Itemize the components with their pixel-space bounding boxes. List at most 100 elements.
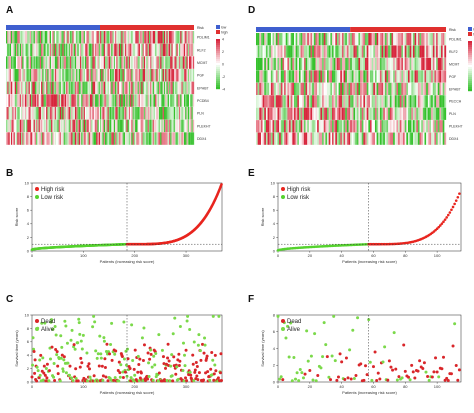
heatmap-cell <box>79 69 82 82</box>
heatmap-cell <box>123 119 126 133</box>
heatmap-cell <box>323 70 326 83</box>
dead-point <box>80 361 84 365</box>
heatmap-cell <box>328 95 331 108</box>
heatmap-cell <box>394 57 397 71</box>
heatmap-cell <box>318 120 321 133</box>
heatmap-cell <box>323 120 326 133</box>
heatmap-cell <box>125 94 127 107</box>
heatmap-cell <box>441 95 443 108</box>
heatmap-cell <box>404 33 407 46</box>
heatmap-cell <box>163 132 166 145</box>
heatmap-cell <box>84 69 87 82</box>
dead-point <box>105 342 109 346</box>
heatmap-cell <box>23 81 25 95</box>
heatmap-cell <box>67 69 69 82</box>
heatmap-cell <box>88 81 91 95</box>
alive-point <box>47 379 51 383</box>
heatmap-cell <box>46 107 48 120</box>
heatmap-cell <box>137 31 140 44</box>
alive-point <box>107 350 111 354</box>
heatmap-cell <box>444 132 447 145</box>
heatmap-cell <box>26 69 28 82</box>
heatmap-cell <box>167 119 170 133</box>
heatmap-cell <box>7 132 9 145</box>
heatmap-cell <box>113 107 116 120</box>
heatmap-cell <box>393 95 395 108</box>
heatmap-cell <box>69 94 72 107</box>
heatmap-cell <box>27 56 29 69</box>
heatmap-cell <box>338 107 341 120</box>
heatmap-cell <box>19 43 22 57</box>
heatmap-cell <box>9 69 12 82</box>
heatmap-cell <box>297 120 300 133</box>
color-scale-tick: 2 <box>222 50 224 54</box>
heatmap-cell <box>426 82 428 96</box>
heatmap-cell <box>77 56 79 69</box>
heatmap-cell <box>427 107 430 120</box>
dead-point <box>456 378 460 382</box>
heatmap-cell <box>18 31 20 44</box>
heatmap-cell <box>143 107 146 120</box>
heatmap-cell <box>120 132 122 145</box>
heatmap-cell <box>398 45 400 58</box>
heatmap-cell <box>325 45 328 58</box>
heatmap-cell <box>147 43 150 57</box>
heatmap-cell <box>26 43 28 57</box>
heatmap-cell <box>165 31 167 44</box>
y-tick-label: 4 <box>27 221 30 226</box>
x-tick-label: 0 <box>277 253 280 258</box>
heatmap-cell <box>89 107 92 120</box>
heatmap-cell <box>406 132 409 145</box>
dead-point <box>196 378 200 382</box>
heatmap-cell <box>432 45 435 58</box>
alive-point <box>140 336 144 340</box>
heatmap-cell <box>44 94 47 107</box>
heatmap-cell <box>391 95 394 108</box>
heatmap-cell <box>32 43 34 57</box>
alive-point <box>38 373 42 377</box>
heatmap-cell <box>396 107 399 120</box>
heatmap-cell <box>336 107 339 120</box>
heatmap-cell <box>328 132 331 145</box>
dead-point <box>364 364 368 368</box>
heatmap-cell <box>312 120 314 133</box>
alive-point <box>44 366 48 370</box>
heatmap-cell <box>191 69 193 82</box>
heatmap-cell <box>188 107 191 120</box>
heatmap-cell <box>315 33 318 46</box>
color-scale-step <box>216 73 220 76</box>
heatmap-cell <box>110 132 112 145</box>
heatmap-cell <box>370 57 372 71</box>
heatmap-cell <box>379 132 382 145</box>
alive-point <box>64 324 68 328</box>
color-scale-step <box>468 81 472 84</box>
heatmap-cell <box>297 57 300 71</box>
heatmap-cell <box>427 82 430 96</box>
legend-dead-label: Dead <box>287 319 301 325</box>
alive-point <box>77 321 81 325</box>
heatmap-cell <box>399 120 402 133</box>
heatmap-cell <box>44 132 47 145</box>
color-scale-step <box>216 77 220 80</box>
heatmap-cell <box>274 107 276 120</box>
heatmap-cell <box>325 107 328 120</box>
heatmap-cell <box>373 33 376 46</box>
heatmap-cell <box>18 56 20 69</box>
heatmap-cell <box>370 82 372 96</box>
alive-point <box>49 320 53 324</box>
heatmap-cell <box>391 57 394 71</box>
heatmap-cell <box>368 107 371 120</box>
heatmap-cell <box>421 132 424 145</box>
heatmap-cell <box>408 132 410 145</box>
heatmap-cell <box>192 107 195 120</box>
heatmap-cell <box>358 132 361 145</box>
heatmap-cell <box>298 120 301 133</box>
heatmap-cell <box>302 82 305 96</box>
heatmap-cell <box>429 132 432 145</box>
heatmap-cell <box>368 82 371 96</box>
y-tick-label: 8 <box>273 194 276 199</box>
heatmap-cell <box>274 45 276 58</box>
heatmap-cell <box>78 81 81 95</box>
heatmap-cell <box>308 33 311 46</box>
heatmap-cell <box>307 57 310 71</box>
